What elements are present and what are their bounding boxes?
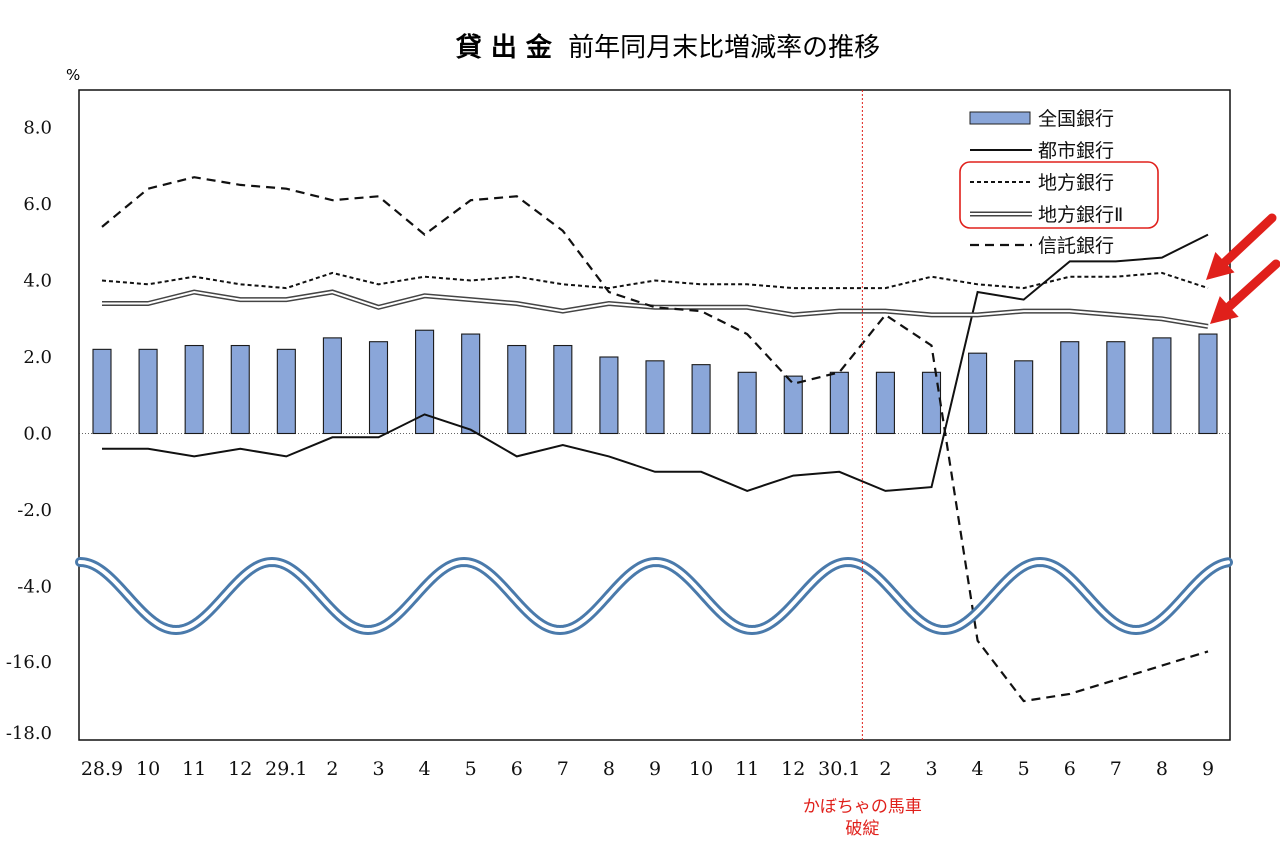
bar bbox=[507, 344, 527, 435]
bar bbox=[138, 348, 158, 435]
x-tick-label: 4 bbox=[972, 758, 984, 780]
x-tick-label: 4 bbox=[419, 758, 431, 780]
x-tick-label: 10 bbox=[136, 758, 160, 780]
legend-label: 地方銀行Ⅱ bbox=[1038, 204, 1123, 226]
annotation-line: かぼちゃの馬車 bbox=[803, 797, 922, 817]
legend-label: 信託銀行 bbox=[1038, 235, 1114, 257]
series-line-regional-banks-2 bbox=[102, 289, 1209, 329]
y-tick-label: 6.0 bbox=[23, 194, 52, 215]
bar bbox=[645, 360, 665, 435]
bar bbox=[1152, 337, 1172, 435]
axis-break-wave bbox=[75, 556, 1233, 636]
chart-title-rest: 前年同月末比増減率の推移 bbox=[568, 33, 880, 63]
bar bbox=[461, 333, 481, 435]
legend-label: 地方銀行 bbox=[1038, 172, 1114, 194]
chart-title-bold: 貸 出 金 bbox=[455, 32, 553, 63]
x-tick-label: 3 bbox=[925, 758, 937, 780]
y-tick-label: -4.0 bbox=[17, 577, 52, 598]
wave-outer bbox=[75, 556, 1233, 636]
arrow-head bbox=[1210, 296, 1239, 324]
series-line-regional-banks-2-inner bbox=[102, 290, 1209, 328]
series-line-trust-banks bbox=[101, 176, 1209, 703]
bar bbox=[553, 344, 573, 435]
annotation-line: 破綻 bbox=[845, 819, 879, 839]
arrow-shaft bbox=[1224, 259, 1280, 312]
y-tick-label: 4.0 bbox=[23, 271, 52, 292]
x-tick-label: 7 bbox=[1110, 758, 1122, 780]
bar bbox=[1106, 341, 1126, 435]
legend-label: 都市銀行 bbox=[1038, 140, 1114, 162]
bar bbox=[184, 344, 204, 435]
x-tick-label: 10 bbox=[689, 758, 713, 780]
x-tick-label: 9 bbox=[1202, 758, 1214, 780]
x-tick-label: 11 bbox=[735, 758, 759, 780]
legend-highlight-box bbox=[959, 161, 1159, 229]
x-tick-label: 30.1 bbox=[818, 758, 860, 780]
plot-frame bbox=[78, 89, 1231, 741]
x-tick-label: 11 bbox=[182, 758, 206, 780]
x-tick-label: 8 bbox=[603, 758, 615, 780]
arrow-head bbox=[1206, 251, 1235, 280]
bar bbox=[276, 348, 296, 435]
y-tick-label: -18.0 bbox=[6, 723, 52, 744]
bar bbox=[322, 337, 342, 435]
bar bbox=[368, 341, 389, 435]
bar bbox=[1060, 341, 1080, 435]
x-tick-label: 6 bbox=[511, 758, 523, 780]
bar bbox=[921, 371, 942, 435]
x-tick-label: 8 bbox=[1156, 758, 1168, 780]
y-tick-label: -16.0 bbox=[6, 652, 52, 673]
highlight-arrows bbox=[1206, 213, 1280, 324]
bars-group bbox=[92, 329, 1218, 435]
x-tick-label: 3 bbox=[372, 758, 384, 780]
x-tick-label: 29.1 bbox=[265, 758, 307, 780]
bar bbox=[691, 364, 711, 435]
x-tick-label: 9 bbox=[649, 758, 661, 780]
wave-inner bbox=[78, 559, 1230, 633]
bar bbox=[415, 329, 435, 435]
bar bbox=[737, 371, 757, 435]
bar bbox=[92, 348, 112, 435]
x-tick-label: 7 bbox=[557, 758, 569, 780]
x-tick-label: 2 bbox=[326, 758, 338, 780]
bar bbox=[230, 344, 250, 435]
legend-label: 全国銀行 bbox=[1038, 108, 1114, 130]
x-tick-labels: 28.9 10 11 12 29.1 2 3 4 5 6 7 8 9 10 11 12 30.1 2 3 4 5 6 7 8 9 bbox=[81, 758, 1214, 780]
y-tick-label: 2.0 bbox=[23, 347, 52, 368]
series-line-city-banks bbox=[102, 233, 1209, 492]
arrow-shaft bbox=[1220, 213, 1277, 267]
series-line-regional-banks bbox=[101, 271, 1209, 290]
y-tick-label: 0.0 bbox=[23, 424, 52, 445]
x-tick-label: 28.9 bbox=[81, 758, 123, 780]
x-tick-label: 2 bbox=[879, 758, 891, 780]
bar bbox=[829, 371, 849, 435]
x-tick-label: 6 bbox=[1064, 758, 1076, 780]
bar bbox=[1014, 360, 1034, 435]
bar bbox=[875, 371, 895, 435]
bar bbox=[599, 356, 619, 435]
bar bbox=[1198, 333, 1218, 435]
y-axis-unit: % bbox=[66, 66, 80, 84]
chart-title: 貸 出 金 前年同月末比増減率の推移 bbox=[455, 32, 880, 63]
bar bbox=[783, 375, 803, 435]
x-tick-label: 12 bbox=[781, 758, 805, 780]
y-tick-label: -2.0 bbox=[17, 500, 52, 521]
legend-swatch-bar bbox=[969, 111, 1031, 125]
lines-group bbox=[101, 176, 1209, 703]
x-tick-label: 12 bbox=[228, 758, 252, 780]
x-tick-label: 5 bbox=[465, 758, 477, 780]
y-tick-labels: 8.0 6.0 4.0 2.0 0.0 -2.0 -4.0 -16.0 -18.0 bbox=[6, 118, 52, 745]
y-tick-label: 8.0 bbox=[23, 118, 52, 139]
bar bbox=[968, 352, 988, 435]
x-tick-label: 5 bbox=[1018, 758, 1030, 780]
